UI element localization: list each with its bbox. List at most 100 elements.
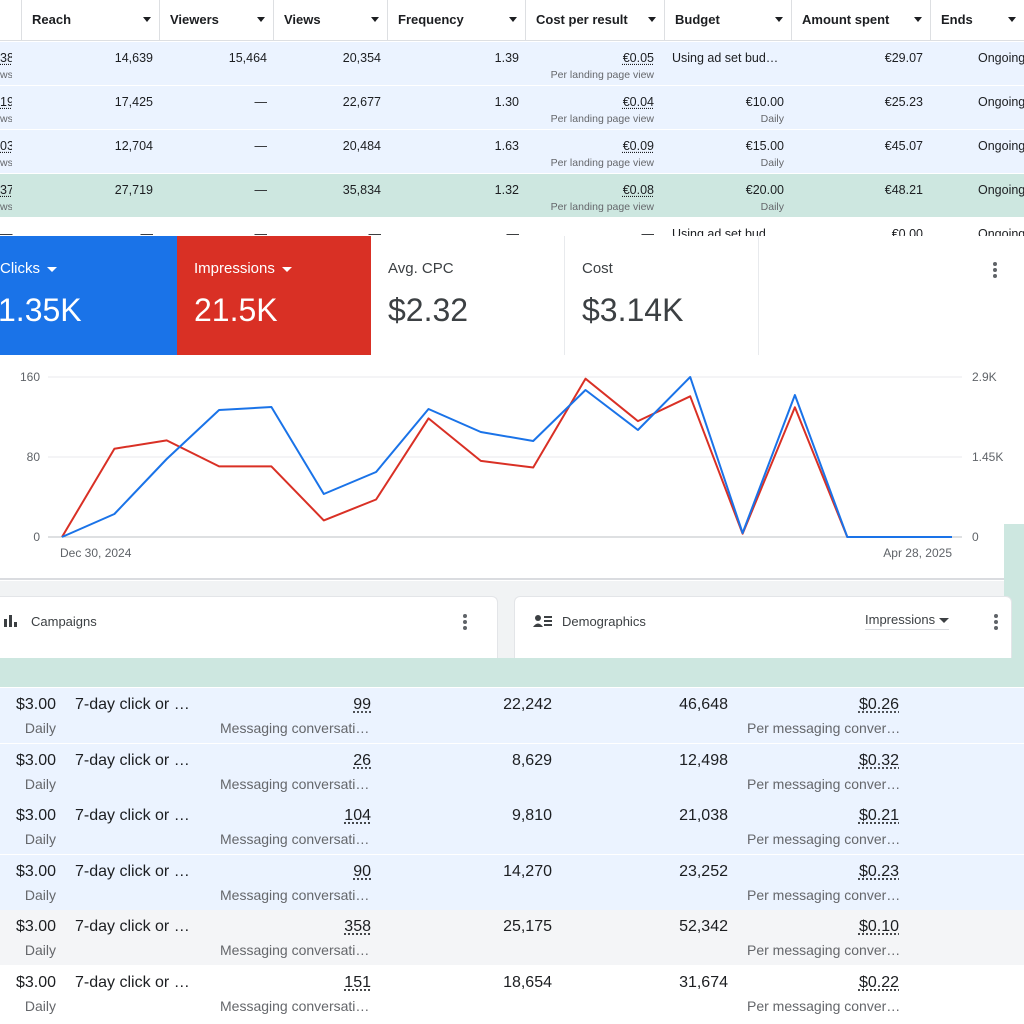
- demographics-card[interactable]: Demographics Impressions: [514, 596, 1012, 658]
- header-budget-label: Budget: [675, 12, 720, 27]
- cell-cost-per-result[interactable]: $0.26: [858, 696, 899, 713]
- header-views[interactable]: Views: [274, 0, 388, 41]
- row-id-fragment[interactable]: 37: [0, 183, 12, 197]
- cell-attribution: 7-day click or …: [75, 751, 190, 769]
- row-id-fragment[interactable]: —: [0, 227, 13, 236]
- cell-budget: $3.00: [15, 751, 56, 769]
- row-id-fragment[interactable]: 38: [0, 51, 12, 65]
- table-row[interactable]: $3.00 Daily 7-day click or … 358 Messaging c…: [0, 910, 1024, 965]
- cell-cost[interactable]: €0.08: [622, 183, 654, 197]
- cell-reach: 14,639: [114, 51, 153, 65]
- section-divider: [0, 658, 1024, 687]
- campaigns-card[interactable]: Campaigns: [0, 596, 498, 658]
- table-row[interactable]: $3.00 Daily 7-day click or … 90 Messaging co…: [0, 854, 1024, 910]
- dropdown-caret-icon[interactable]: [281, 266, 292, 272]
- header-amount-spent[interactable]: Amount spent: [792, 0, 931, 41]
- row-id-fragment[interactable]: 19: [0, 95, 12, 109]
- cell-results-sub: Messaging conversati…: [220, 886, 370, 903]
- cell-results[interactable]: 90: [353, 862, 371, 880]
- cell-results[interactable]: 151: [344, 973, 371, 991]
- cell-frequency: 1.30: [494, 95, 519, 109]
- chevron-down-icon[interactable]: [509, 17, 517, 22]
- kpi-clicks-value: 1.35K: [0, 292, 82, 328]
- kpi-impressions-tile[interactable]: Impressions 21.5K: [177, 236, 371, 355]
- x-start-label: Dec 30, 2024: [60, 546, 132, 560]
- table-row[interactable]: $3.00 Daily 7-day click or … 151 Messaging c…: [0, 965, 1024, 1021]
- cell-reach: —: [140, 227, 154, 236]
- kpi-impressions-value: 21.5K: [194, 292, 278, 328]
- chevron-down-icon[interactable]: [371, 17, 379, 22]
- cell-cost[interactable]: €0.05: [622, 51, 654, 65]
- cell-reach: 25,175: [503, 918, 552, 935]
- kpi-impressions-label-wrap[interactable]: Impressions: [194, 260, 292, 277]
- header-frequency[interactable]: Frequency: [388, 0, 526, 41]
- kpi-cost-tile[interactable]: Cost $3.14K: [565, 236, 759, 355]
- cell-budget: €10.00: [745, 95, 784, 109]
- cell-cost-per-result[interactable]: $0.32: [858, 751, 899, 769]
- cell-cost-sub: Per messaging conver…: [747, 942, 901, 958]
- kpi-clicks-label: Clicks: [0, 260, 40, 277]
- table-row[interactable]: $3.00 Daily 7-day click or … 104 Messaging c…: [0, 799, 1024, 854]
- header-cost-per-result[interactable]: Cost per result: [526, 0, 665, 41]
- chevron-down-icon[interactable]: [143, 17, 151, 22]
- dropdown-caret-icon: [939, 618, 950, 624]
- cell-impressions: 31,674: [679, 973, 728, 991]
- cell-results-sub: Messaging conversati…: [220, 720, 370, 736]
- cell-cost-per-result[interactable]: $0.21: [858, 807, 899, 824]
- demographics-metric-select[interactable]: Impressions: [865, 612, 950, 630]
- kpi-avg-cpc-tile[interactable]: Avg. CPC $2.32: [371, 236, 565, 355]
- cell-results[interactable]: 104: [344, 807, 371, 824]
- cell-cost-per-result[interactable]: $0.10: [858, 918, 899, 935]
- kpi-clicks-label-wrap[interactable]: Clicks: [0, 260, 57, 277]
- cell-cost-sub: Per messaging conver…: [747, 831, 901, 847]
- chevron-down-icon[interactable]: [648, 17, 656, 22]
- cell-reach: 18,654: [503, 973, 552, 991]
- table-row[interactable]: 37 ws 27,719 — 35,834 1.32 €0.08 Per lan…: [0, 174, 1024, 217]
- table-row[interactable]: $3.00 Daily 7-day click or … 26 Messaging co…: [0, 743, 1024, 799]
- header-ends[interactable]: Ends: [931, 0, 1024, 41]
- cell-frequency: 1.63: [494, 139, 519, 153]
- cell-ends: Ongoing: [978, 51, 1024, 65]
- cell-reach: 14,270: [503, 862, 552, 880]
- cell-ends: Ongoing: [978, 227, 1024, 236]
- header-reach[interactable]: Reach: [22, 0, 160, 41]
- cell-impressions: 46,648: [679, 696, 728, 713]
- cell-budget: Using ad set bud…: [672, 227, 779, 236]
- row-id-sub: ws: [0, 157, 12, 169]
- header-viewers[interactable]: Viewers: [160, 0, 274, 41]
- header-budget[interactable]: Budget: [665, 0, 792, 41]
- cell-results[interactable]: 26: [353, 751, 371, 769]
- cell-budget-sub: Daily: [24, 720, 56, 736]
- table-row[interactable]: 03 ws 12,704 — 20,484 1.63 €0.09 Per lan…: [0, 130, 1024, 173]
- cell-budget-sub: Daily: [24, 997, 56, 1014]
- cell-budget-sub: Daily: [24, 886, 56, 903]
- table-row[interactable]: 38 ws 14,639 15,464 20,354 1.39 €0.05 Pe…: [0, 42, 1024, 85]
- cell-cost-sub: Per landing page view: [550, 69, 654, 81]
- chevron-down-icon[interactable]: [1008, 17, 1016, 22]
- cell-results[interactable]: 358: [344, 918, 371, 935]
- more-options-icon[interactable]: [993, 262, 997, 280]
- cell-cost[interactable]: €0.04: [622, 95, 654, 109]
- table-row[interactable]: 19 ws 17,425 — 22,677 1.30 €0.04 Per lan…: [0, 86, 1024, 129]
- cell-cost-per-result[interactable]: $0.23: [858, 862, 899, 880]
- dropdown-caret-icon[interactable]: [47, 266, 57, 272]
- y-tick-label-left: 0: [33, 530, 40, 544]
- row-id-sub: ws: [0, 69, 12, 81]
- table-row[interactable]: $3.00 Daily 7-day click or … 99 Messaging co…: [0, 688, 1024, 743]
- ads-table-header: Reach Viewers Views Frequency Cost per r…: [0, 0, 1024, 41]
- kpi-clicks-tile[interactable]: Clicks 1.35K: [0, 236, 177, 355]
- cell-views: 20,484: [342, 139, 381, 153]
- row-id-fragment[interactable]: 03: [0, 139, 12, 153]
- cell-results[interactable]: 99: [353, 696, 371, 713]
- cell-ends: Ongoing: [978, 183, 1024, 197]
- cell-reach: 22,242: [503, 696, 552, 713]
- cell-cost[interactable]: €0.09: [622, 139, 654, 153]
- cell-cost-per-result[interactable]: $0.22: [858, 973, 899, 991]
- chevron-down-icon[interactable]: [257, 17, 265, 22]
- more-options-icon[interactable]: [994, 614, 998, 632]
- chevron-down-icon[interactable]: [914, 17, 922, 22]
- cell-budget-sub: Daily: [760, 113, 784, 125]
- more-options-icon[interactable]: [463, 614, 467, 632]
- chevron-down-icon[interactable]: [775, 17, 783, 22]
- table-row[interactable]: — — — — — — Using ad set bud… €0.00 Ongo…: [0, 218, 1024, 236]
